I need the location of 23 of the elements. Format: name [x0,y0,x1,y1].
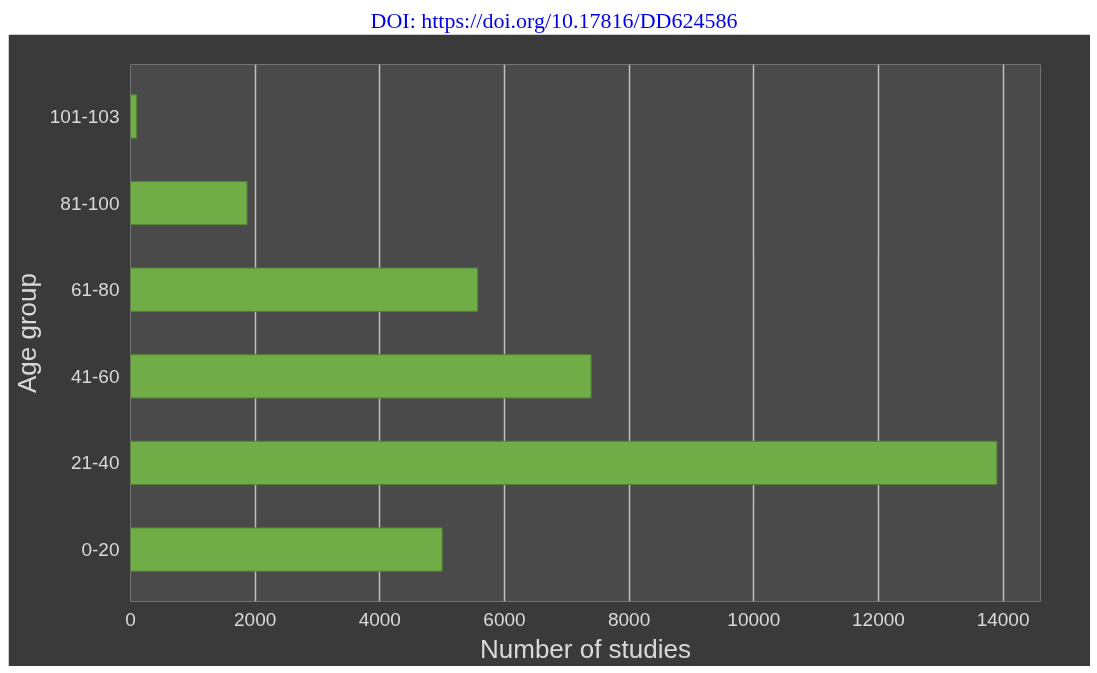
x-tick-label: 12000 [852,608,905,630]
y-tick-label: 41-60 [70,365,120,387]
x-tick-label: 14000 [976,608,1030,630]
y-tick-label: 81-100 [60,192,120,214]
bar [130,94,138,139]
x-axis-title: Number of studies [480,633,691,664]
x-tick-label: 2000 [234,608,277,630]
x-tick-label: 6000 [483,608,526,630]
x-tick-label: 0 [125,608,136,630]
bar [130,527,443,572]
x-tick-label: 4000 [358,608,401,630]
bar [130,440,998,486]
text: DOI: https://doi.org/10.17816/DD624586 [370,7,738,35]
y-axis-title: Age group [11,273,42,393]
y-tick-label: 61-80 [70,279,120,301]
bar [130,354,592,399]
y-tick-label: 101-103 [49,105,120,127]
y-tick-label: 21-40 [70,452,120,474]
x-tick-label: 8000 [608,608,651,630]
bar [130,180,248,226]
y-tick-label: 0-20 [81,539,120,561]
bar [130,267,479,312]
x-tick-label: 10000 [727,608,781,630]
